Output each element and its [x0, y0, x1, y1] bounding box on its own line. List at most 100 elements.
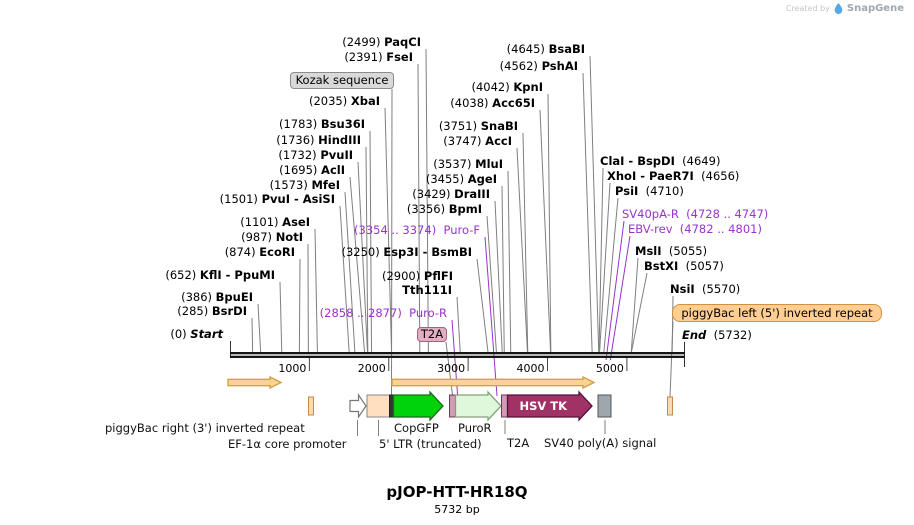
leader-DraIII: [494, 200, 503, 353]
leader-HindIII: [365, 146, 369, 353]
feature-ef-1-core-promoter: [349, 393, 367, 419]
enzyme-name: AccI: [485, 134, 512, 148]
enzyme-name: PsiI: [615, 184, 639, 198]
feature-piggybac-left-5-inverted-repeat: [667, 396, 673, 416]
enzyme-position: (4645): [506, 42, 549, 56]
site-label-BpmI: (3356) BpmI: [407, 202, 482, 216]
leader-MfeI: [344, 191, 356, 353]
site-label-NsiI: NsiI (5570): [670, 282, 740, 296]
enzyme-name: ClaI - BspDI: [600, 154, 675, 168]
enzyme-position: (386): [181, 290, 216, 304]
leader-PaqCI: [425, 48, 429, 353]
site-label-HindIII: (1736) HindIII: [276, 133, 361, 147]
site-label-FseI: (2391) FseI: [344, 50, 413, 64]
enzyme-position: (5055): [661, 244, 708, 258]
leader-BsrDI: [251, 317, 254, 353]
enzyme-name: DraIII: [454, 187, 490, 201]
enzyme-name: PshAI: [541, 59, 578, 73]
primer-label-Puro-R: (2858 .. 2877) Puro-R: [319, 306, 447, 320]
axis-tick-label-2000: 2000: [357, 362, 386, 375]
enzyme-position: (4656): [693, 169, 740, 183]
primer-label-SV40pA-R: SV40pA-R (4728 .. 4747): [622, 207, 769, 221]
leader-KflI - PpuMI: [279, 281, 283, 353]
enzyme-position: (3356): [406, 202, 449, 216]
enzyme-name: BpmI: [448, 202, 482, 216]
leader-AseI: [314, 228, 318, 353]
enzyme-position: (3250): [341, 245, 384, 259]
enzyme-name: Acc65I: [492, 96, 535, 110]
primer-label-EBV-rev: EBV-rev (4782 .. 4801): [628, 222, 762, 236]
leader-Acc65I: [539, 109, 552, 353]
enzyme-position: (987): [241, 230, 276, 244]
leader-AccI: [516, 147, 528, 353]
enzyme-name: FseI: [386, 50, 413, 64]
enzyme-name: BsaBI: [548, 42, 585, 56]
enzyme-position: (2035): [308, 94, 351, 108]
enzyme-name: XhoI - PaeR7I: [607, 169, 694, 183]
leader-AgeI: [501, 185, 505, 353]
site-label-PsiI: PsiI (4710): [615, 184, 684, 198]
terminal-label-End: End (5732): [682, 328, 752, 342]
site-label-AclI: (1695) AclI: [279, 163, 345, 177]
site-label-EcoRI: (874) EcoRI: [225, 245, 295, 259]
primer-leader-SV40pA-R: [605, 220, 625, 361]
site-label-XhoI-PaeR7I: XhoI - PaeR7I (4656): [607, 169, 739, 183]
enzyme-name: EcoRI: [259, 245, 295, 259]
leader-BstXI: [630, 272, 648, 353]
enzyme-position: (3429): [412, 187, 455, 201]
plasmid-size: 5732 bp: [434, 503, 480, 516]
site-label-PvuII: (1732) PvuII: [278, 148, 353, 162]
watermark-brand-text: SnapGene: [846, 3, 904, 14]
feature-hsv-tk: [506, 390, 593, 422]
enzyme-position: (1783): [279, 117, 321, 131]
axis-bar-top: [230, 352, 685, 355]
site-label-DraIII: (3429) DraIII: [412, 187, 490, 201]
leader-PvuII: [357, 161, 368, 353]
enzyme-position: (4042): [471, 80, 514, 94]
primer-leader-Puro-F: [484, 236, 498, 397]
enzyme-name: MfeI: [311, 178, 340, 192]
enzyme-position: (285): [177, 304, 212, 318]
feature-puror: [454, 390, 502, 422]
enzyme-position: (1732): [278, 148, 321, 162]
site-label-BpuEI: (386) BpuEI: [181, 290, 253, 304]
enzyme-position: (3455): [425, 172, 468, 186]
enzyme-name: XbaI: [350, 94, 380, 108]
feature-label-5-ltr-truncated-: 5' LTR (truncated): [379, 437, 482, 451]
leader-MslI: [630, 257, 639, 353]
leader-PvuI - AsiSI: [339, 205, 350, 353]
enzyme-name: BstXI: [644, 259, 679, 273]
site-label-XbaI: (2035) XbaI: [309, 94, 380, 108]
enzyme-position: (4038): [450, 96, 493, 110]
site-label-PflFI: (2900) PflFI: [382, 269, 453, 283]
feature-label-puror: PuroR: [458, 421, 492, 435]
site-label-ClaI-BspDI: ClaI - BspDI (4649): [600, 154, 720, 168]
enzyme-name: Tth111I: [402, 283, 452, 297]
enzyme-name: MslI: [635, 244, 662, 258]
site-label-KflI-PpuMI: (652) KflI - PpuMI: [165, 268, 275, 282]
enzyme-position: (4649): [674, 154, 721, 168]
site-label-MluI: (3537) MluI: [433, 157, 503, 171]
badge-piggybac-left: piggyBac left (5') inverted repeat: [672, 304, 882, 322]
site-label-MfeI: (1573) MfeI: [270, 178, 340, 192]
enzyme-name: PaqCI: [384, 35, 421, 49]
leader-Esp3I - BsmBI: [476, 258, 489, 353]
enzyme-position: (1695): [279, 163, 322, 177]
leader-MluI: [507, 170, 512, 353]
enzyme-position: (4710): [638, 184, 684, 198]
primer-label-Puro-F: (3354 .. 3374) Puro-F: [354, 223, 480, 237]
feature-label-t2a: T2A: [507, 436, 530, 450]
leader-SnaBI: [522, 132, 529, 353]
site-label-BsaBI: (4645) BsaBI: [507, 42, 585, 56]
snapgene-droplet-icon: [834, 3, 843, 14]
feature-piggybac-right-3-inverted-repeat: [308, 396, 314, 416]
leader-ClaI - BspDI: [598, 167, 604, 353]
feature-sv40-poly-a-signal: [597, 394, 612, 418]
leader-PshAI: [582, 72, 593, 353]
enzyme-position: (1736): [276, 133, 319, 147]
site-label-KpnI: (4042) KpnI: [471, 80, 543, 94]
badge-kozak-sequence: Kozak sequence: [290, 72, 394, 89]
site-label-Acc65I: (4038) Acc65I: [450, 96, 535, 110]
leader-XhoI - PaeR7I: [599, 182, 611, 353]
